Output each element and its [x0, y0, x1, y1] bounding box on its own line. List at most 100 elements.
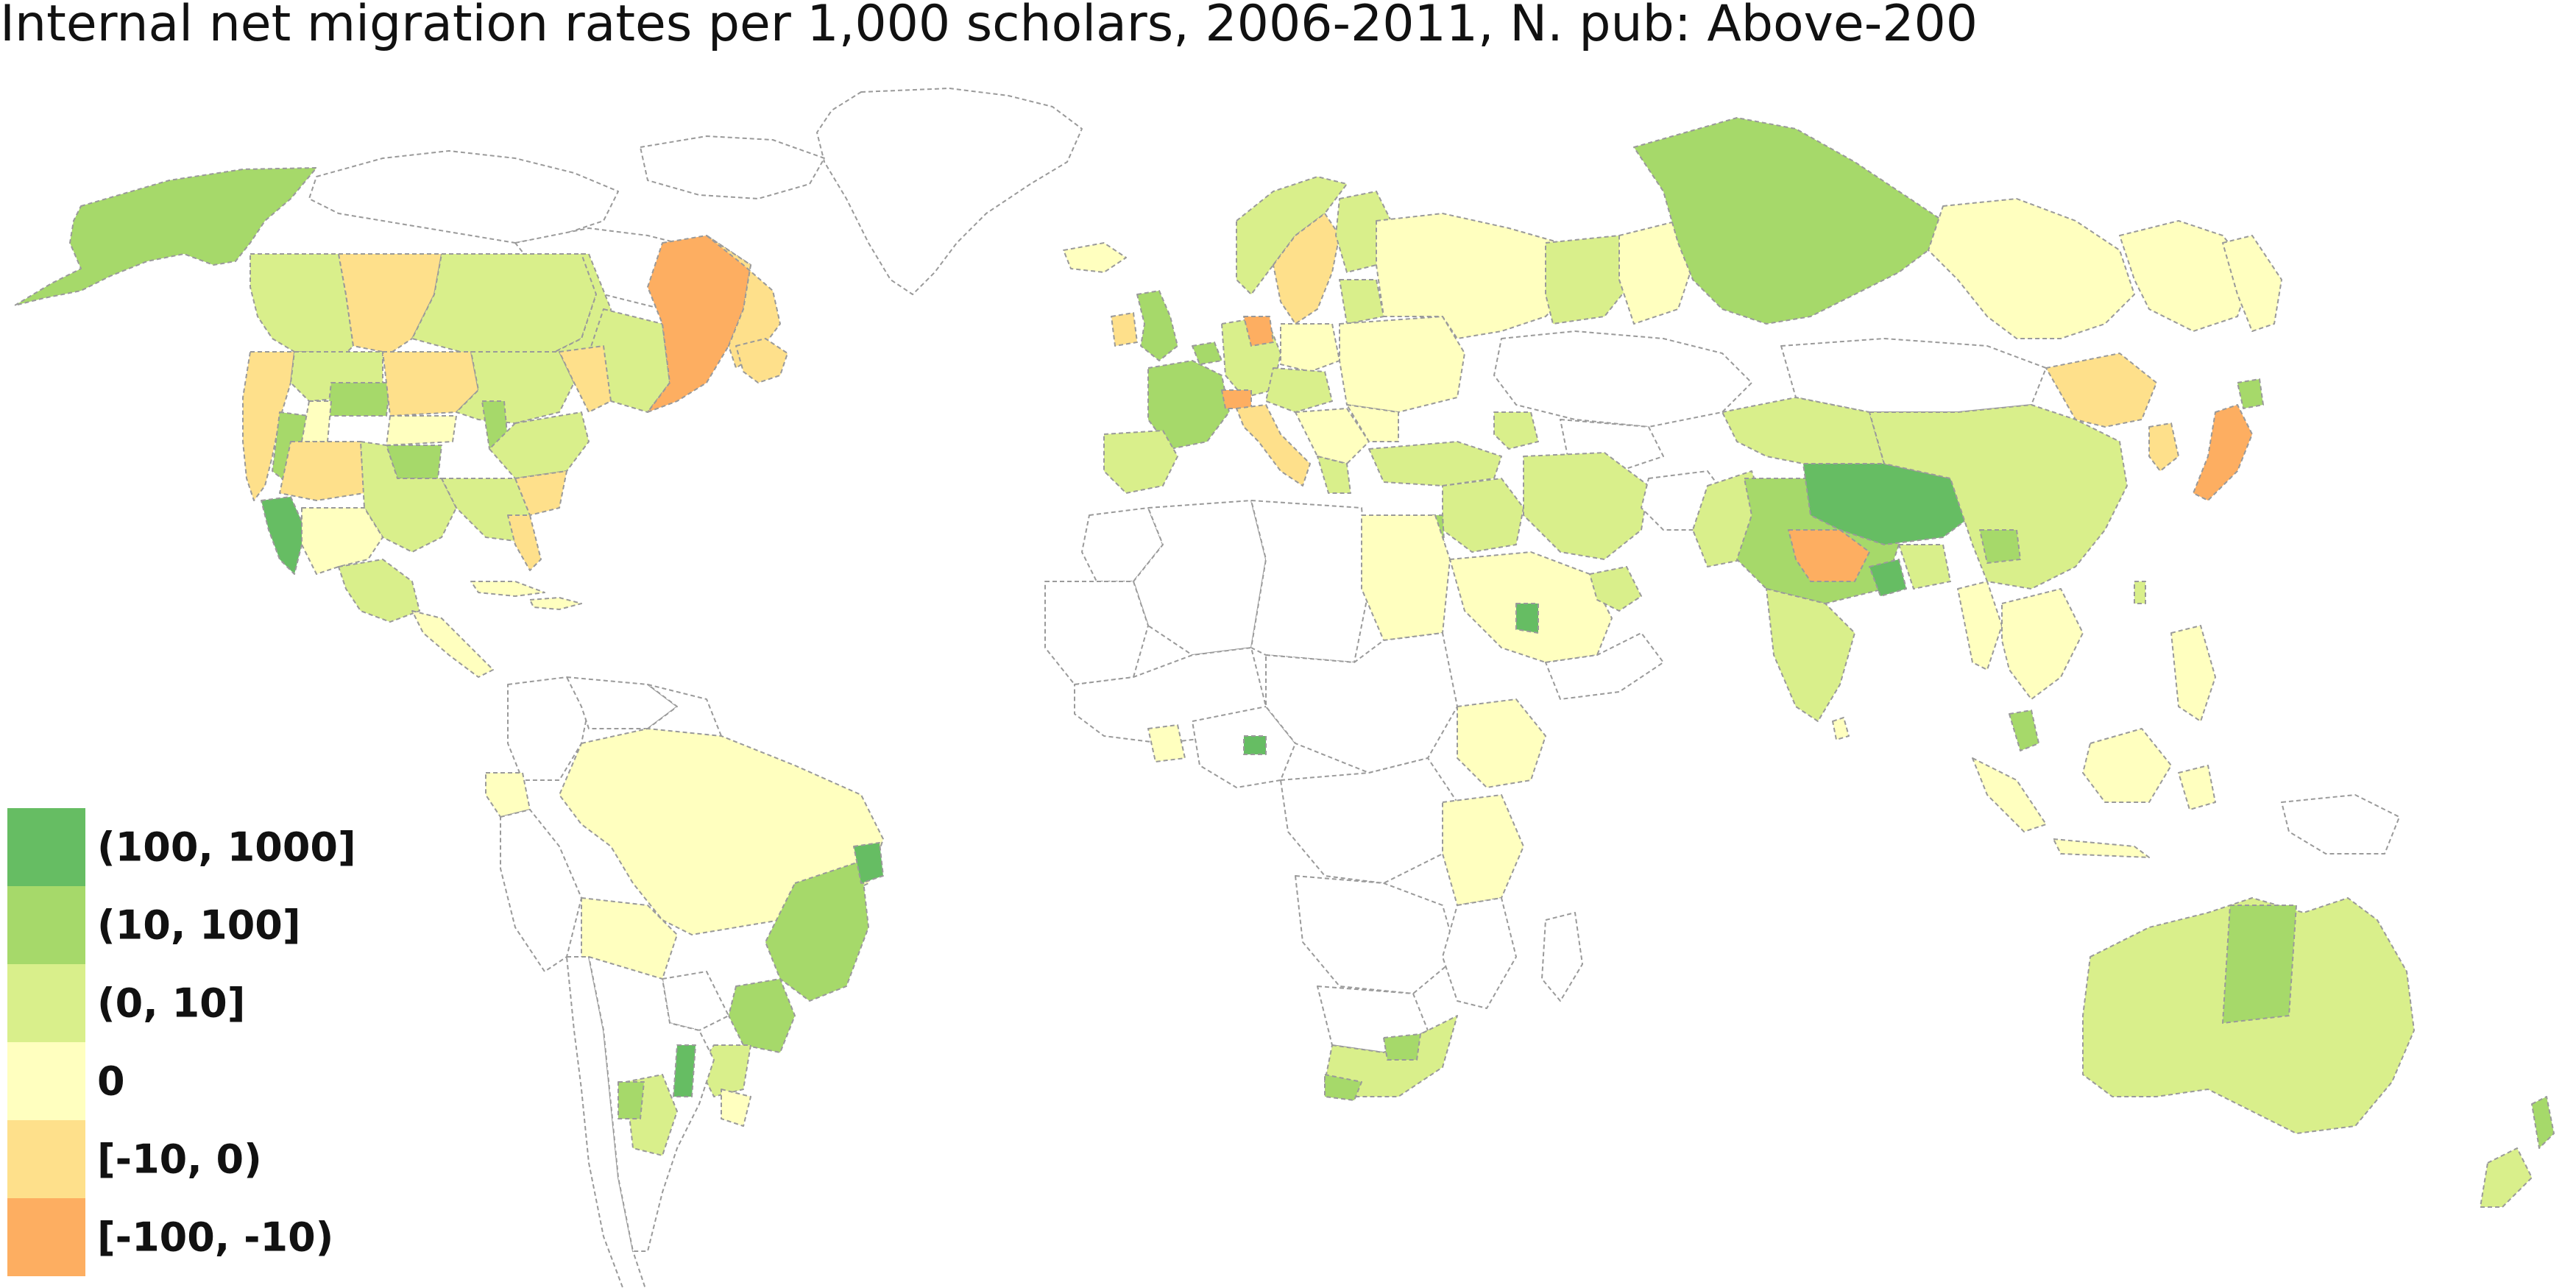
region-italy [1236, 404, 1311, 486]
region-russia-far-east [2119, 220, 2253, 332]
region-china-east [1869, 404, 2128, 590]
region-indonesia-java [2053, 838, 2150, 858]
region-taiwan [2134, 581, 2146, 604]
region-brazil-south [728, 978, 796, 1053]
region-usa-colorado [327, 382, 391, 417]
region-nigeria-abuja [1243, 735, 1267, 755]
region-usa-utah [301, 400, 332, 442]
region-russia-west [1376, 213, 1583, 339]
region-paraguay [662, 971, 729, 1031]
region-central-america [411, 610, 494, 678]
region-philippines [2170, 625, 2216, 722]
region-western-sahara-mauritania [1044, 581, 1149, 685]
region-egypt [1361, 514, 1451, 641]
legend-swatch [7, 886, 85, 964]
region-canada-nwt [338, 253, 442, 354]
region-peru [500, 809, 582, 972]
region-south-africa-cape [1324, 1074, 1362, 1101]
legend-item: (0, 10] [7, 964, 390, 1042]
legend-swatch [7, 964, 85, 1042]
region-romania [1346, 404, 1399, 442]
region-china-northeast [2045, 353, 2157, 428]
region-brazil-se [765, 860, 869, 1002]
region-cuba [470, 581, 545, 597]
region-mexico-north [301, 507, 383, 575]
legend-item: 0 [7, 1042, 390, 1120]
region-usa-northeast [559, 345, 612, 413]
legend-label: [-100, -10) [97, 1214, 334, 1261]
region-china-sichuan [1979, 529, 2021, 564]
region-mexico-south [338, 559, 420, 623]
region-baltics [1339, 279, 1384, 325]
legend-item: (10, 100] [7, 886, 390, 964]
legend-item: (100, 1000] [7, 808, 390, 886]
region-malaysia [2009, 710, 2039, 751]
region-caspian-states [1493, 411, 1539, 450]
region-new-zealand-south [2480, 1147, 2533, 1208]
region-kenya-tanzania [1442, 794, 1524, 906]
region-usa-kansas [386, 415, 457, 446]
region-argentina-cuyo [618, 1081, 645, 1119]
region-libya [1250, 500, 1370, 663]
region-canadian-arctic-islands [308, 150, 619, 244]
legend-label: (10, 100] [97, 902, 301, 949]
region-poland [1280, 323, 1340, 372]
region-caribbean-isles [529, 597, 582, 610]
region-korea [2148, 422, 2179, 472]
legend-item: [-10, 0) [7, 1120, 390, 1198]
region-indonesia-sumatra [1972, 757, 2047, 832]
region-yemen-oman [1545, 632, 1664, 700]
region-uruguay [721, 1089, 751, 1127]
region-kazakhstan [1493, 330, 1752, 428]
region-angola-zambia [1295, 875, 1458, 994]
legend-swatch [7, 1120, 85, 1198]
region-new-zealand-north [2531, 1096, 2555, 1149]
region-turkey [1368, 441, 1502, 486]
region-chad-sudan [1265, 632, 1458, 774]
region-india-south [1766, 588, 1855, 722]
region-greece [1317, 456, 1351, 494]
region-colombia [507, 676, 590, 781]
region-canada-yukon-bc [250, 253, 354, 354]
region-mexico-baja [261, 496, 306, 575]
region-ethiopia [1457, 698, 1546, 788]
legend-label: (0, 10] [97, 980, 246, 1027]
region-myanmar [1957, 581, 2003, 670]
region-canada-nunavut [411, 253, 597, 355]
region-syria-iraq [1442, 478, 1524, 553]
region-south-africa-gauteng [1383, 1033, 1421, 1061]
region-ireland [1111, 312, 1138, 347]
region-germany-east [1243, 316, 1274, 347]
region-mozambique [1442, 897, 1517, 1009]
region-nepal-bangladesh [1898, 544, 1951, 590]
region-russia-siberia-central [1633, 117, 1944, 325]
legend-swatch [7, 808, 85, 886]
region-iberia [1103, 430, 1178, 494]
legend-swatch [7, 1198, 85, 1276]
region-ecuador [485, 772, 531, 818]
region-sri-lanka [1832, 717, 1850, 740]
legend-label: 0 [97, 1058, 125, 1105]
region-russia-east [1928, 198, 2135, 339]
region-kamchatka [2222, 235, 2282, 332]
region-gulf-states [1589, 566, 1642, 612]
region-guianas [647, 684, 722, 744]
legend-item: [-100, -10) [7, 1198, 390, 1276]
region-ghana-coast [1147, 724, 1186, 762]
region-mongolia [1780, 338, 2047, 413]
region-iran [1523, 452, 1649, 560]
region-china-west [1722, 397, 1885, 464]
region-central-europe [1265, 367, 1333, 413]
region-japan-north [2237, 378, 2264, 409]
region-switzerland [1221, 389, 1252, 409]
region-usa-florida [507, 514, 542, 571]
region-belarus-ukraine [1339, 316, 1465, 413]
legend-label: (100, 1000] [97, 824, 356, 871]
region-papua [2281, 794, 2400, 854]
region-thailand-indochina [2001, 588, 2084, 700]
region-borneo [2082, 728, 2172, 803]
region-iceland [1063, 242, 1127, 273]
region-benelux [1192, 342, 1222, 365]
region-australia-nt [2222, 905, 2297, 1024]
